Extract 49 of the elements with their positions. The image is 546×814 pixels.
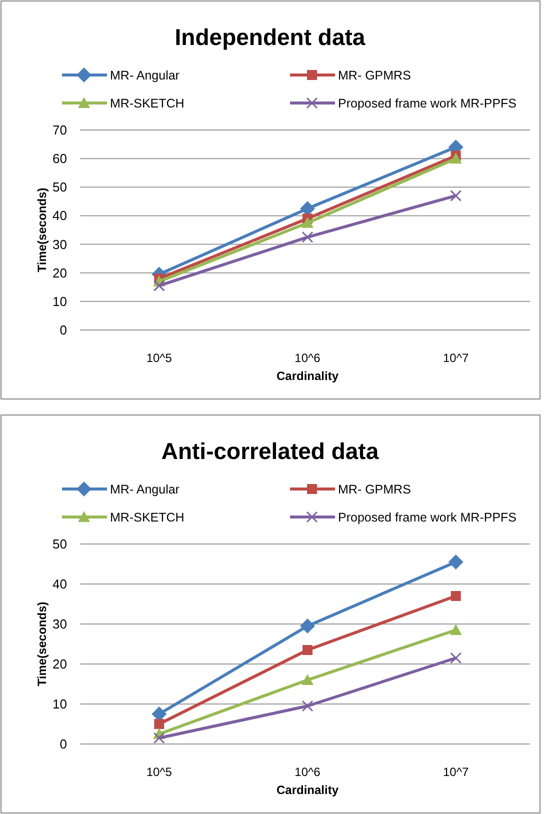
point [450, 152, 462, 164]
y-tick-label: 40 [52, 576, 67, 592]
y-tick-label: 0 [60, 736, 67, 752]
point [450, 591, 461, 601]
y-tick-label: 0 [60, 322, 67, 338]
point [302, 645, 312, 655]
y-tick-label: 10 [52, 294, 67, 309]
legend-label: MR- GPMRS [338, 482, 411, 496]
x-axis-title: Cardinality [276, 369, 339, 383]
y-tick-label: 10 [52, 696, 67, 712]
y-tick-label: 20 [52, 265, 67, 280]
point [153, 280, 165, 292]
y-tick-label: 30 [52, 236, 67, 252]
y-tick-label: 60 [52, 151, 67, 166]
legend-label: MR-SKETCH [110, 96, 184, 110]
chart-title: Independent data [174, 24, 366, 50]
point [302, 216, 314, 228]
y-tick-label: 40 [52, 208, 67, 224]
x-tick-label: 10^7 [443, 765, 469, 779]
legend-label: Proposed frame work MR-PPFS [338, 96, 517, 110]
point [302, 700, 314, 712]
y-tick-label: 70 [52, 122, 67, 138]
x-tick-label: 10^5 [146, 765, 172, 779]
legend-label: MR- Angular [110, 482, 180, 496]
x-tick-label: 10^6 [294, 351, 321, 365]
point [450, 652, 462, 664]
point [302, 674, 314, 685]
y-tick-label: 30 [52, 616, 67, 632]
y-tick-label: 50 [52, 536, 67, 552]
chart-title: Anti-correlated data [161, 438, 379, 464]
point [154, 719, 164, 729]
legend-label: MR-SKETCH [110, 510, 184, 524]
point [450, 624, 462, 635]
point [153, 732, 165, 744]
point [302, 231, 314, 243]
x-tick-label: 10^6 [294, 765, 321, 779]
legend-label: MR- Angular [110, 68, 180, 82]
x-tick-label: 10^7 [443, 351, 469, 365]
y-tick-label: 50 [52, 180, 67, 195]
y-tick-label: 20 [52, 656, 67, 672]
point [300, 618, 315, 634]
y-axis-title: Time(seconds) [35, 188, 49, 272]
legend-label: Proposed frame work MR-PPFS [338, 510, 517, 524]
point [448, 554, 464, 570]
x-tick-label: 10^5 [146, 351, 172, 365]
x-axis-title: Cardinality [276, 783, 339, 797]
point [450, 190, 462, 202]
legend-label: MR- GPMRS [338, 68, 411, 82]
y-axis-title: Time(seconds) [35, 602, 49, 686]
